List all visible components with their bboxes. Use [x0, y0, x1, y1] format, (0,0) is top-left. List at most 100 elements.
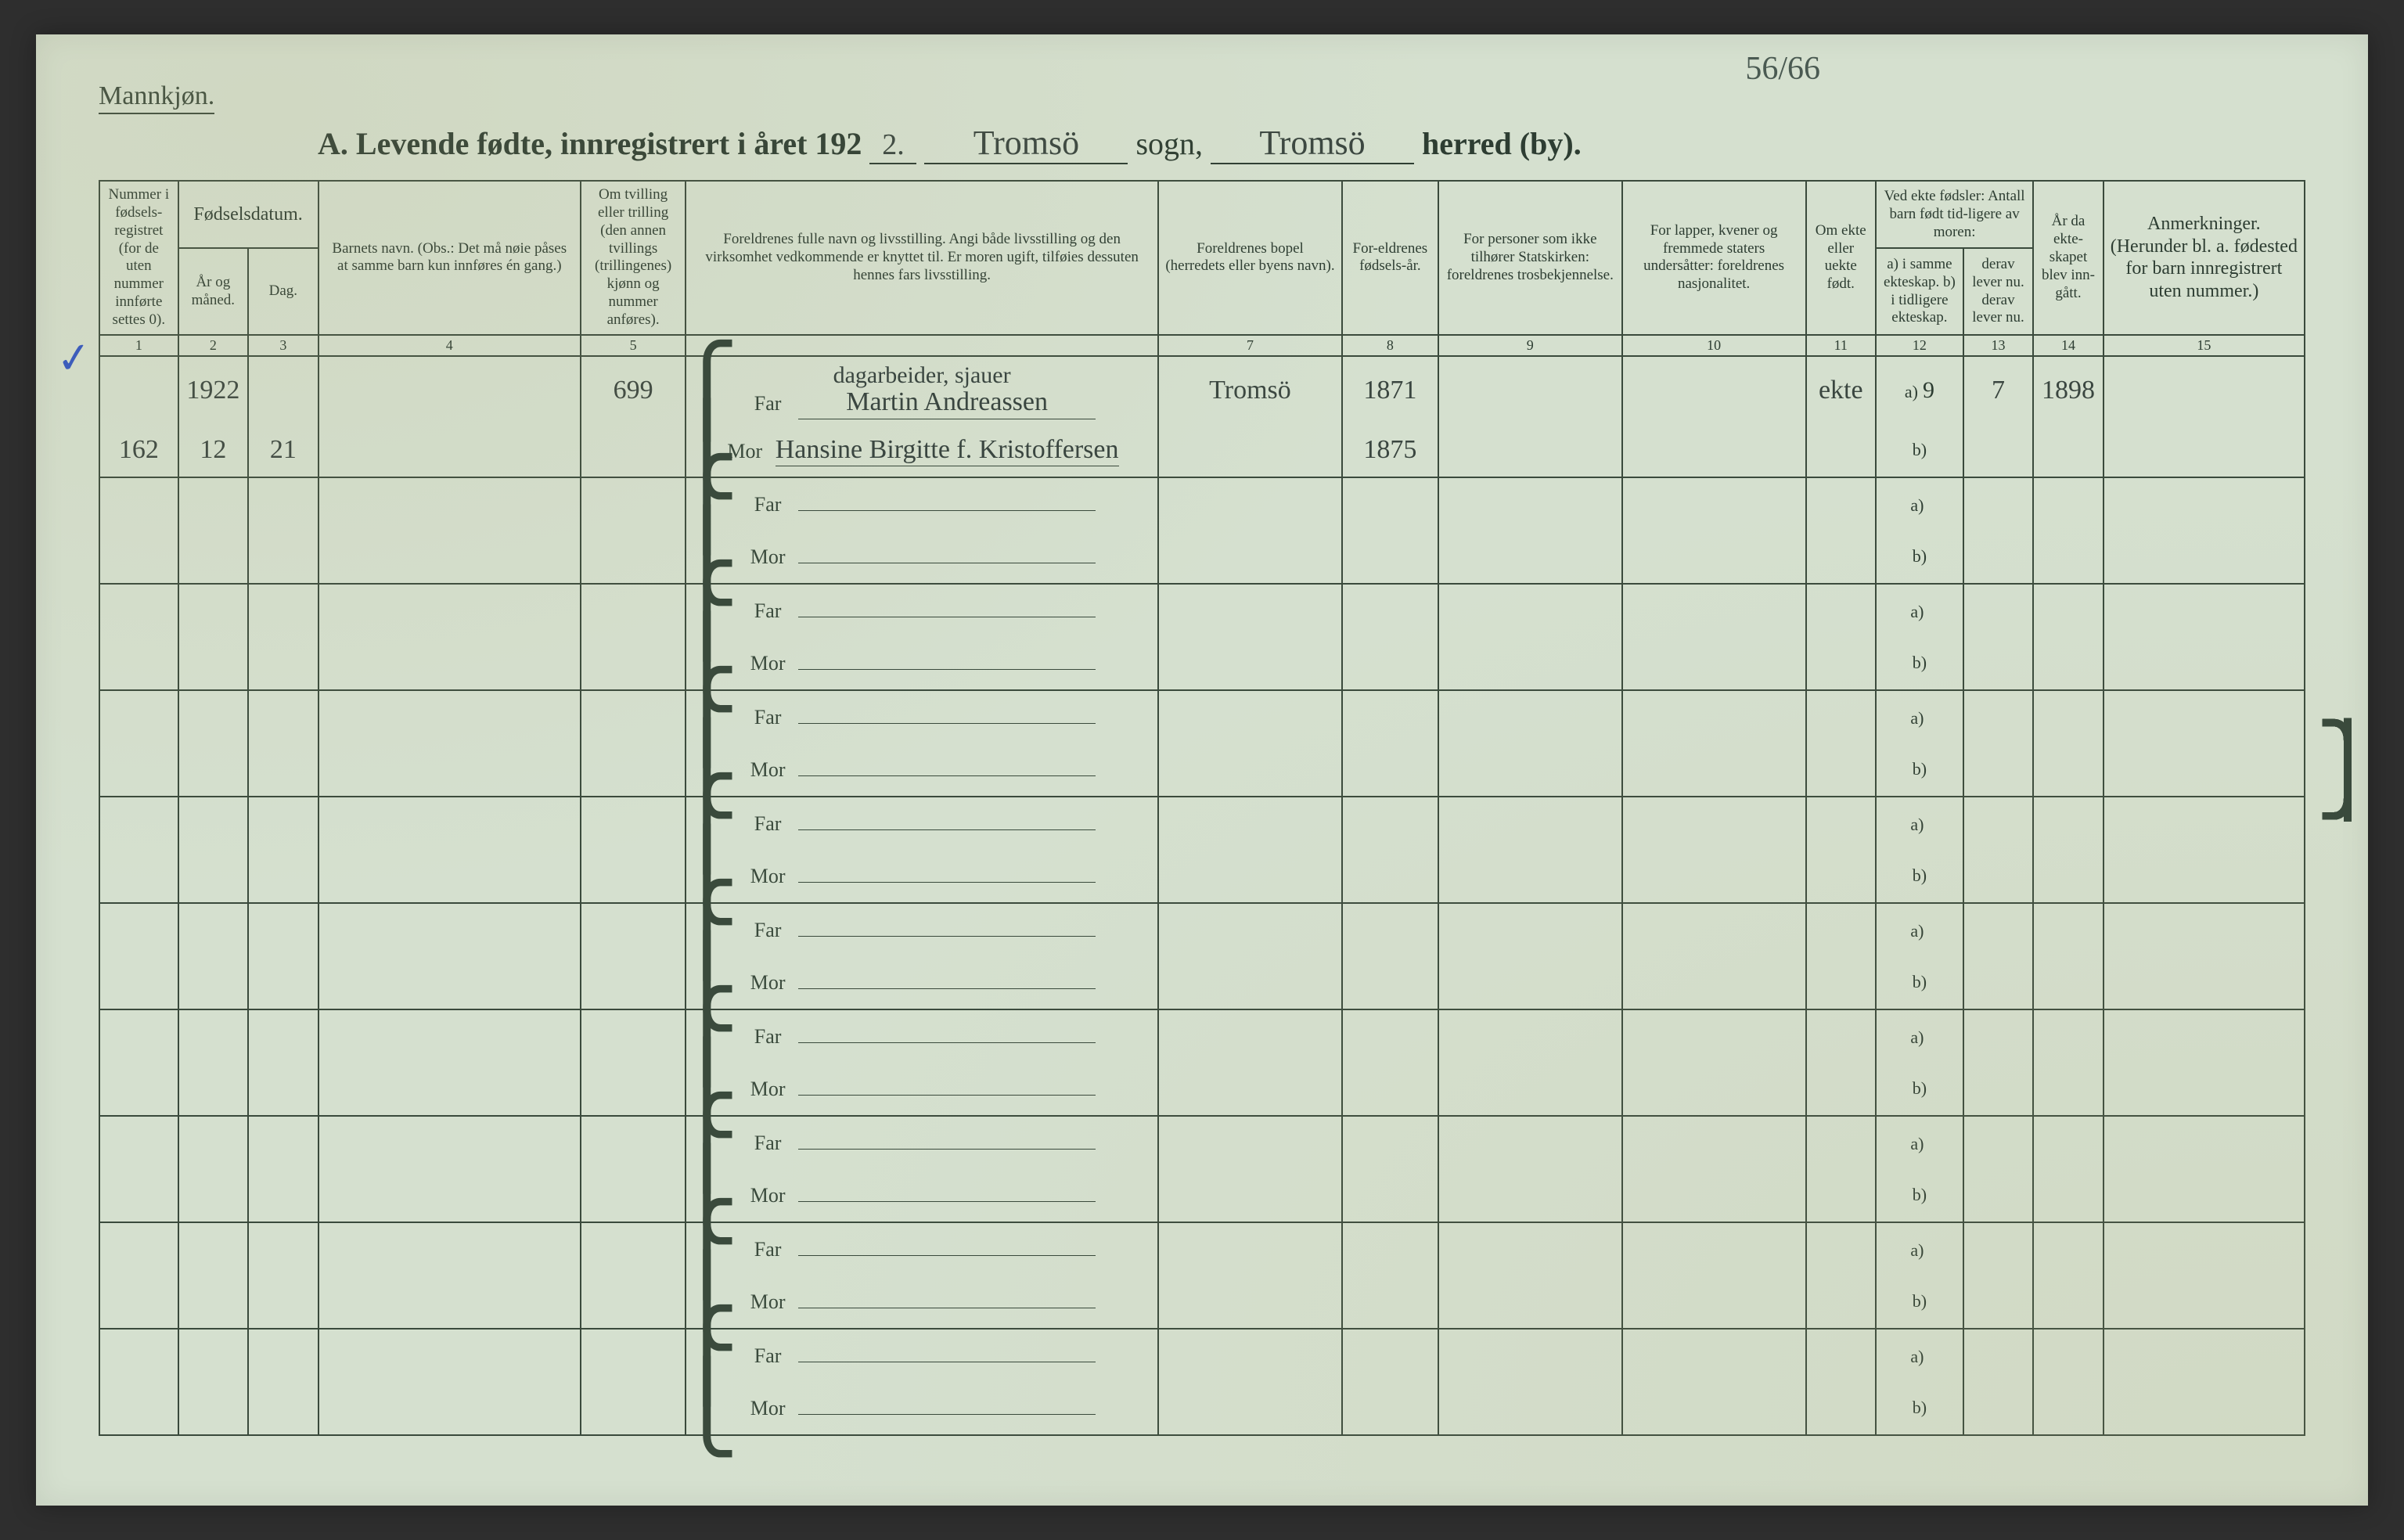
- cell-remarks: [2104, 850, 2305, 903]
- cell-month: [178, 1382, 248, 1435]
- cell-nationality: ⎭: [1622, 637, 1806, 690]
- entry-row-mor: ⎩Mor⎭b): [99, 1382, 2305, 1435]
- cell-b-count: b): [1876, 850, 1963, 903]
- cell-day: [248, 1169, 318, 1222]
- cell-legitimacy: [1806, 850, 1876, 903]
- column-number-row: 1 2 3 4 5 7 8 9 10 11 12 13 14 15: [99, 335, 2305, 357]
- colnum: 1: [99, 335, 178, 357]
- cell-mother-birthyear: [1342, 1382, 1438, 1435]
- cell-nationality: ⎭: [1622, 850, 1806, 903]
- cell-twin: [581, 531, 686, 584]
- cell-twin: [581, 1009, 686, 1063]
- cell-marriage-year: [2033, 850, 2103, 903]
- cell-father-birthyear: [1342, 477, 1438, 531]
- col-10-header: For lapper, kvener og fremmede staters u…: [1622, 181, 1806, 334]
- cell-residence: [1158, 1169, 1342, 1222]
- cell-a-living: [1963, 1116, 2033, 1169]
- far-label: Far: [748, 1344, 787, 1368]
- far-label: Far: [748, 599, 787, 623]
- cell-legitimacy: [1806, 637, 1876, 690]
- cell-remarks: [2104, 743, 2305, 797]
- cell-father-birthyear: [1342, 1329, 1438, 1382]
- cell-regno: [99, 1116, 178, 1169]
- cell-father-birthyear: 1871: [1342, 356, 1438, 424]
- colnum: 8: [1342, 335, 1438, 357]
- cell-remarks: [2104, 1382, 2305, 1435]
- gender-heading: Mannkjøn.: [99, 81, 214, 114]
- cell-day: [248, 956, 318, 1009]
- entry-row-far: ⎧Far⎫a): [99, 584, 2305, 637]
- cell-childname: [318, 1382, 581, 1435]
- colnum: 15: [2104, 335, 2305, 357]
- cell-month: [178, 637, 248, 690]
- cell-residence: [1158, 1116, 1342, 1169]
- far-label: Far: [748, 1237, 787, 1261]
- colnum: 10: [1622, 335, 1806, 357]
- entry-row-far: ⎧Far⎫a): [99, 1329, 2305, 1382]
- col-9-header: For personer som ikke tilhører Statskirk…: [1438, 181, 1622, 334]
- colnum: 5: [581, 335, 686, 357]
- sogn-handwritten: Tromsö: [924, 125, 1128, 164]
- cell-regno: [99, 956, 178, 1009]
- col-2-header: År og måned.: [178, 248, 248, 334]
- cell-father: ⎧Far: [686, 1222, 1158, 1276]
- father-name: Martin Andreassen: [798, 387, 1096, 419]
- cell-legitimacy: [1806, 1169, 1876, 1222]
- cell-faith: [1438, 903, 1622, 956]
- cell-faith: [1438, 690, 1622, 743]
- pencil-annotation-top: 56/66: [1745, 50, 1820, 88]
- col-5-header: Om tvilling eller trilling (den annen tv…: [581, 181, 686, 334]
- cell-marriage-year: [2033, 531, 2103, 584]
- cell-legitimacy: [1806, 1222, 1876, 1276]
- cell-father-birthyear: [1342, 903, 1438, 956]
- cell-day: 21: [248, 424, 318, 477]
- cell-year: [178, 1116, 248, 1169]
- cell-regno: [99, 903, 178, 956]
- cell-year: [178, 797, 248, 850]
- cell-nationality: ⎫: [1622, 477, 1806, 531]
- cell-faith: [1438, 1382, 1622, 1435]
- cell-faith: [1438, 1276, 1622, 1329]
- cell-mother-birthyear: [1342, 1276, 1438, 1329]
- cell-faith: [1438, 424, 1622, 477]
- cell-nationality: ⎭: [1622, 1276, 1806, 1329]
- cell-day: [248, 637, 318, 690]
- cell-twin: [581, 424, 686, 477]
- cell-father: ⎧Far: [686, 477, 1158, 531]
- cell-month: [178, 743, 248, 797]
- cell-twin: [581, 1222, 686, 1276]
- cell-a-living: [1963, 797, 2033, 850]
- cell-day: [248, 797, 318, 850]
- cell-faith: [1438, 1329, 1622, 1382]
- cell-residence: [1158, 531, 1342, 584]
- cell-regno: [99, 1169, 178, 1222]
- cell-faith: [1438, 956, 1622, 1009]
- cell-twin: [581, 850, 686, 903]
- cell-day: [248, 1116, 318, 1169]
- mother-name: [798, 669, 1096, 670]
- cell-b-count: b): [1876, 1276, 1963, 1329]
- cell-faith: [1438, 637, 1622, 690]
- cell-b-living: [1963, 850, 2033, 903]
- cell-regno: [99, 637, 178, 690]
- far-label: Far: [748, 391, 787, 416]
- cell-day: [248, 690, 318, 743]
- cell-regno: [99, 743, 178, 797]
- cell-legitimacy: [1806, 1382, 1876, 1435]
- colnum: 12: [1876, 335, 1963, 357]
- cell-day: [248, 743, 318, 797]
- cell-nationality: ⎫: [1622, 797, 1806, 850]
- title-prefix: A. Levende fødte, innregistrert i året 1…: [318, 125, 862, 162]
- cell-father: ⎧Far: [686, 1329, 1158, 1382]
- cell-residence: [1158, 584, 1342, 637]
- col-6-header: Foreldrenes fulle navn og livsstilling. …: [686, 181, 1158, 334]
- cell-legitimacy: [1806, 531, 1876, 584]
- cell-month: [178, 1063, 248, 1116]
- cell-a-count: a): [1876, 1329, 1963, 1382]
- entry-row-far: ⎧Far⎫a): [99, 903, 2305, 956]
- brace-right-icon: ⎭: [2334, 34, 2362, 1506]
- cell-residence: [1158, 1329, 1342, 1382]
- ledger-page: 56/66 ✓ Mannkjøn. A. Levende fødte, innr…: [36, 34, 2368, 1506]
- cell-b-count: b): [1876, 424, 1963, 477]
- cell-marriage-year: [2033, 956, 2103, 1009]
